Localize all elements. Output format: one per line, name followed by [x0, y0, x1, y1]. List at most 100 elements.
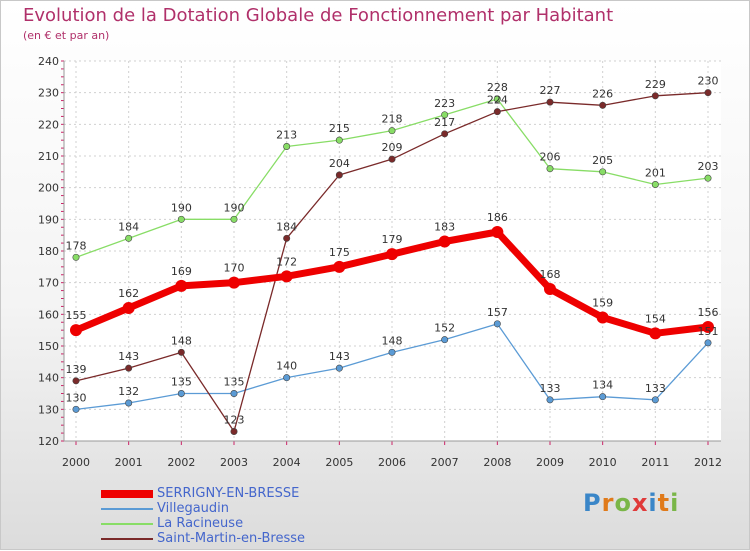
data-label-villegaudin: 148 — [382, 334, 403, 347]
data-label-villegaudin: 151 — [698, 325, 719, 338]
data-point-villegaudin — [230, 389, 238, 397]
y-tick-label: 200 — [38, 182, 59, 195]
data-point-saint-martin-en-bresse — [704, 89, 712, 97]
data-label-la-racineuse: 190 — [171, 201, 192, 214]
legend-item-serrigny-en-bresse: SERRIGNY-EN-BRESSE — [101, 486, 305, 501]
data-point-la-racineuse — [441, 111, 449, 119]
data-label-serrigny-en-bresse: 156 — [698, 306, 719, 319]
data-label-saint-martin-en-bresse: 229 — [645, 78, 666, 91]
data-label-serrigny-en-bresse: 175 — [329, 246, 350, 259]
data-label-serrigny-en-bresse: 159 — [592, 297, 613, 310]
y-tick-label: 220 — [38, 118, 59, 131]
y-tick-label: 210 — [38, 150, 59, 163]
data-point-serrigny-en-bresse — [702, 321, 714, 333]
data-label-la-racineuse: 201 — [645, 167, 666, 180]
y-tick-label: 170 — [38, 277, 59, 290]
legend-item-saint-martin-en-bresse: Saint-Martin-en-Bresse — [101, 531, 305, 546]
legend-swatch-saint-martin-en-bresse — [101, 537, 153, 540]
data-point-saint-martin-en-bresse — [177, 348, 185, 356]
x-tick-label: 2010 — [589, 456, 617, 469]
data-point-serrigny-en-bresse — [70, 324, 82, 337]
data-point-la-racineuse — [283, 143, 291, 151]
logo-letter: i — [670, 489, 680, 517]
y-tick-label: 150 — [38, 340, 59, 353]
data-point-villegaudin — [704, 339, 712, 347]
data-point-serrigny-en-bresse — [544, 283, 556, 295]
data-point-serrigny-en-bresse — [491, 226, 504, 238]
data-point-saint-martin-en-bresse — [651, 92, 659, 100]
data-label-la-racineuse: 190 — [224, 201, 245, 214]
data-point-saint-martin-en-bresse — [599, 101, 607, 109]
legend-label: Villegaudin — [157, 501, 230, 516]
data-point-serrigny-en-bresse — [175, 279, 188, 292]
data-label-la-racineuse: 203 — [698, 160, 719, 173]
data-label-serrigny-en-bresse: 169 — [171, 265, 192, 278]
data-label-serrigny-en-bresse: 179 — [382, 233, 403, 246]
x-tick-label: 2008 — [483, 456, 511, 469]
data-point-villegaudin — [441, 336, 449, 344]
data-point-la-racineuse — [335, 136, 343, 144]
data-point-villegaudin — [493, 320, 501, 328]
data-point-la-racineuse — [651, 181, 659, 189]
data-point-serrigny-en-bresse — [280, 270, 293, 283]
data-point-saint-martin-en-bresse — [230, 427, 238, 435]
data-label-serrigny-en-bresse: 168 — [540, 268, 561, 281]
data-label-villegaudin: 132 — [118, 385, 139, 398]
data-point-la-racineuse — [177, 215, 185, 223]
series-layer — [70, 89, 714, 435]
legend: SERRIGNY-EN-BRESSE Villegaudin La Racineus… — [101, 486, 305, 546]
logo-letter: i — [648, 489, 658, 517]
x-tick-label: 2001 — [115, 456, 143, 469]
data-point-villegaudin — [388, 348, 396, 356]
data-point-la-racineuse — [388, 127, 396, 135]
legend-swatch-la-racineuse — [101, 522, 153, 525]
data-point-saint-martin-en-bresse — [72, 377, 80, 385]
legend-swatch-villegaudin — [101, 507, 153, 510]
data-point-serrigny-en-bresse — [122, 302, 135, 314]
legend-item-villegaudin: Villegaudin — [101, 501, 305, 516]
y-tick-label: 230 — [38, 87, 59, 100]
data-point-serrigny-en-bresse — [333, 260, 346, 273]
data-label-villegaudin: 135 — [171, 376, 192, 389]
x-tick-label: 2009 — [536, 456, 564, 469]
data-label-la-racineuse: 205 — [592, 154, 613, 167]
data-point-serrigny-en-bresse — [649, 327, 662, 340]
x-tick-label: 2005 — [325, 456, 353, 469]
data-label-la-racineuse: 184 — [118, 220, 139, 233]
data-label-saint-martin-en-bresse: 226 — [592, 87, 613, 100]
data-label-la-racineuse: 206 — [540, 151, 561, 164]
data-point-villegaudin — [599, 393, 607, 401]
data-label-villegaudin: 135 — [224, 376, 245, 389]
y-tick-label: 160 — [38, 308, 59, 321]
x-tick-label: 2006 — [378, 456, 406, 469]
data-label-serrigny-en-bresse: 186 — [487, 211, 508, 224]
x-tick-label: 2000 — [62, 456, 90, 469]
y-tick-label: 180 — [38, 245, 59, 258]
data-point-saint-martin-en-bresse — [441, 130, 449, 138]
axis-layer: 120 130 140 150 160 170 180 190 200 210 220 230 240 2… — [38, 55, 722, 469]
data-label-villegaudin: 157 — [487, 306, 508, 319]
data-label-villegaudin: 133 — [645, 382, 666, 395]
logo-letter: t — [657, 489, 671, 517]
data-label-la-racineuse: 215 — [329, 122, 350, 135]
data-label-villegaudin: 134 — [592, 379, 613, 392]
data-label-villegaudin: 133 — [540, 382, 561, 395]
data-point-villegaudin — [546, 396, 554, 404]
x-tick-label: 2003 — [220, 456, 248, 469]
x-tick-label: 2002 — [167, 456, 195, 469]
grid-layer — [64, 60, 721, 442]
logo-letter: P — [583, 489, 602, 517]
data-point-saint-martin-en-bresse — [493, 108, 501, 116]
data-point-serrigny-en-bresse — [386, 248, 398, 261]
data-label-villegaudin: 143 — [329, 350, 350, 363]
data-label-serrigny-en-bresse: 155 — [66, 309, 87, 322]
data-point-saint-martin-en-bresse — [283, 234, 291, 242]
x-tick-label: 2011 — [641, 456, 669, 469]
data-label-saint-martin-en-bresse: 204 — [329, 157, 350, 170]
data-label-villegaudin: 130 — [66, 391, 87, 404]
data-point-villegaudin — [125, 399, 133, 407]
chart-subtitle: (en € et par an) — [23, 29, 110, 42]
data-point-villegaudin — [177, 389, 185, 397]
data-point-serrigny-en-bresse — [228, 276, 240, 289]
